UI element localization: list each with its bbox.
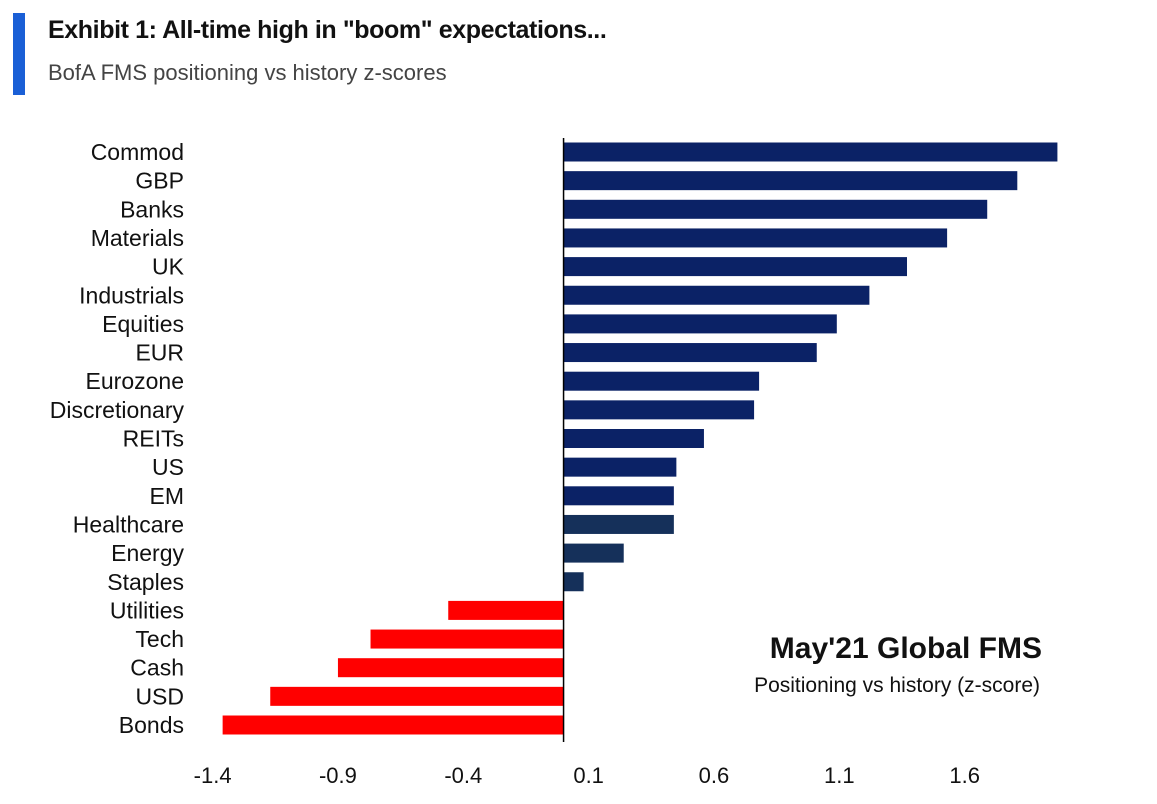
annotation-title: May'21 Global FMS — [770, 632, 1042, 665]
category-label: Discretionary — [50, 397, 185, 423]
bar-gbp — [563, 171, 1018, 191]
x-tick-label: 1.1 — [824, 763, 855, 788]
bar-usd — [270, 686, 564, 706]
x-tick-label: -1.4 — [194, 763, 232, 788]
bar-uk — [563, 257, 907, 277]
category-label: US — [152, 454, 184, 480]
bar-eur — [563, 343, 817, 363]
bar-banks — [563, 199, 988, 219]
bars-group — [222, 142, 1058, 735]
category-label: GBP — [135, 168, 184, 194]
x-tick-label: -0.9 — [319, 763, 357, 788]
chart-title: Exhibit 1: All-time high in "boom" expec… — [48, 16, 607, 44]
bar-tech — [370, 629, 564, 649]
bar-eurozone — [563, 371, 760, 391]
category-label: Utilities — [110, 597, 184, 623]
bar-bonds — [222, 715, 564, 735]
category-label: USD — [135, 683, 184, 709]
chart-subtitle: BofA FMS positioning vs history z-scores — [48, 60, 447, 85]
category-label: EM — [150, 483, 185, 509]
bar-em — [563, 486, 674, 506]
bar-industrials — [563, 285, 870, 305]
x-tick-label: 0.6 — [699, 763, 730, 788]
category-label: UK — [152, 254, 185, 280]
bar-energy — [563, 543, 624, 563]
category-label: EUR — [135, 340, 184, 366]
category-label: Bonds — [119, 712, 184, 738]
category-label: Healthcare — [73, 511, 184, 537]
category-label: Commod — [91, 139, 184, 165]
category-label: Cash — [130, 655, 184, 681]
accent-bar — [13, 13, 25, 95]
bar-us — [563, 457, 677, 477]
x-tick-label: -0.4 — [444, 763, 482, 788]
bar-commod — [563, 142, 1058, 162]
x-tick-label: 0.1 — [573, 763, 604, 788]
x-tick-label: 1.6 — [949, 763, 980, 788]
category-label: Equities — [102, 311, 184, 337]
category-label: Energy — [111, 540, 184, 566]
category-label: Industrials — [79, 282, 184, 308]
bar-equities — [563, 314, 837, 334]
bar-staples — [563, 572, 584, 592]
bar-healthcare — [563, 514, 674, 534]
category-label: REITs — [123, 426, 184, 452]
category-label: Eurozone — [86, 368, 184, 394]
annotation-subtitle: Positioning vs history (z-score) — [754, 674, 1040, 697]
bar-cash — [337, 658, 564, 678]
bar-utilities — [448, 600, 564, 620]
category-label: Tech — [135, 626, 184, 652]
bar-discretionary — [563, 400, 755, 420]
category-label: Materials — [91, 225, 184, 251]
category-label: Staples — [107, 569, 184, 595]
bar-materials — [563, 228, 948, 248]
bar-reits — [563, 429, 704, 448]
category-label: Banks — [120, 196, 184, 222]
x-tick-labels: -1.4 -0.9 -0.4 0.1 0.6 1.1 1.6 — [194, 763, 980, 788]
